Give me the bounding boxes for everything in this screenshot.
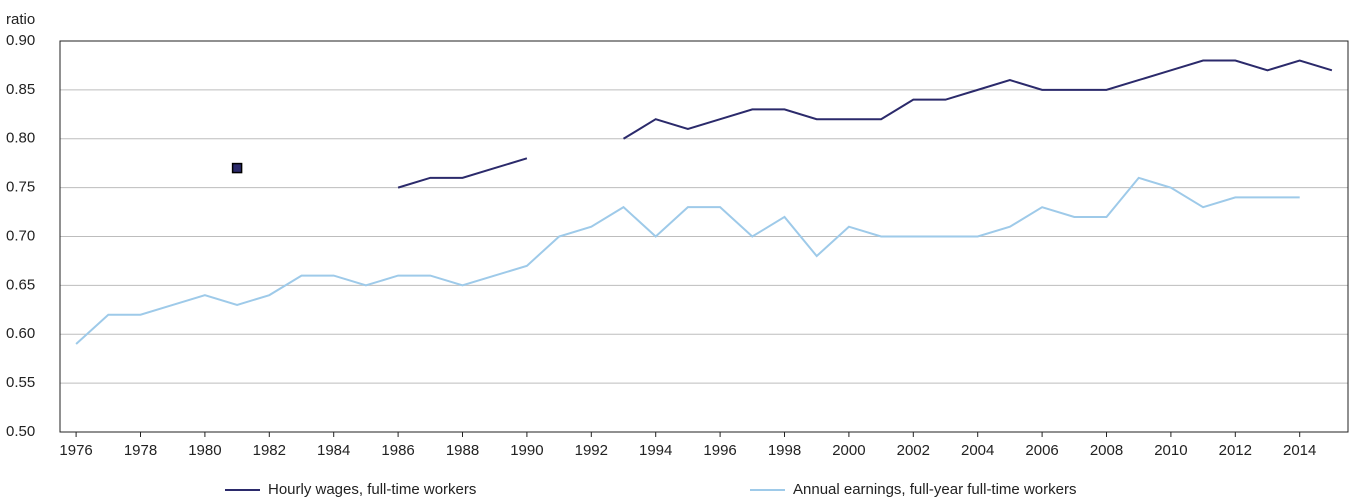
x-tick-label: 2010 (1154, 442, 1187, 459)
x-tick-label: 2014 (1283, 442, 1316, 459)
x-tick-label: 1984 (317, 442, 350, 459)
x-tick-label: 1998 (768, 442, 801, 459)
x-tick-label: 2000 (832, 442, 865, 459)
y-tick-label: 0.55 (6, 374, 35, 391)
y-tick-label: 0.90 (6, 32, 35, 49)
x-tick-label: 2008 (1090, 442, 1123, 459)
y-axis-label: ratio (6, 11, 35, 28)
x-tick-label: 1988 (446, 442, 479, 459)
x-tick-label: 1986 (381, 442, 414, 459)
x-tick-label: 1994 (639, 442, 672, 459)
series-line (397, 59, 1333, 189)
x-tick-label: 1976 (59, 442, 92, 459)
legend-label: Hourly wages, full-time workers (268, 481, 476, 498)
y-tick-label: 0.75 (6, 179, 35, 196)
x-tick-label: 2002 (897, 442, 930, 459)
point-marker (231, 162, 243, 174)
x-tick-label: 2012 (1219, 442, 1252, 459)
y-tick-label: 0.65 (6, 276, 35, 293)
series-line (75, 176, 1300, 345)
x-tick-label: 2004 (961, 442, 994, 459)
x-tick-label: 1980 (188, 442, 221, 459)
y-tick-label: 0.60 (6, 325, 35, 342)
x-tick-label: 1992 (575, 442, 608, 459)
x-tick-label: 1996 (703, 442, 736, 459)
y-tick-label: 0.80 (6, 130, 35, 147)
y-tick-label: 0.50 (6, 423, 35, 440)
plot-frame (59, 40, 1349, 433)
x-tick-label: 1982 (253, 442, 286, 459)
y-tick-label: 0.85 (6, 81, 35, 98)
x-tick-label: 2006 (1025, 442, 1058, 459)
x-tick-label: 1978 (124, 442, 157, 459)
legend-label: Annual earnings, full-year full-time wor… (793, 481, 1076, 498)
x-tick-label: 1990 (510, 442, 543, 459)
y-tick-label: 0.70 (6, 227, 35, 244)
